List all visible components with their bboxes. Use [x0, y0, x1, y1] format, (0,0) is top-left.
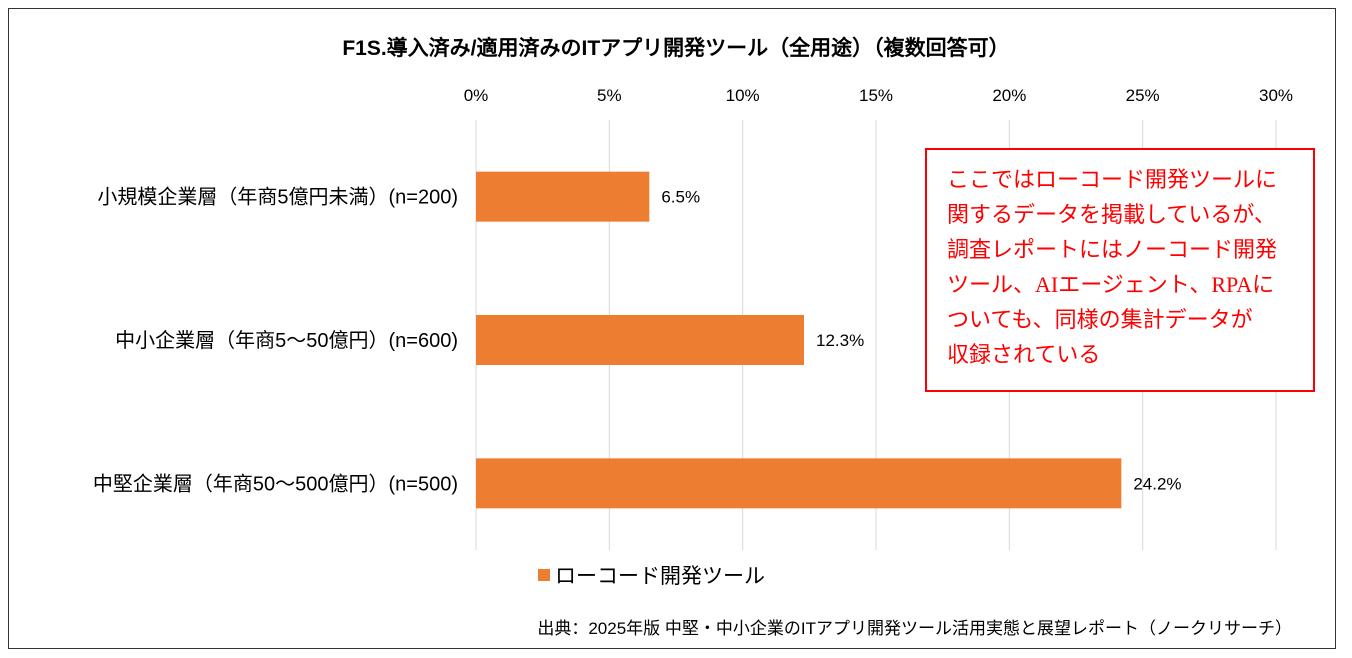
annotation-line: ツール、AIエージェント、RPAに	[947, 272, 1275, 297]
annotation-line: 関するデータを掲載しているが、	[947, 202, 1276, 227]
data-label: 24.2%	[1133, 474, 1181, 493]
x-tick-label: 30%	[1259, 86, 1293, 105]
chart-title: F1S.導入済み/適用済みのITアプリ開発ツール（全用途）（複数回答可）	[342, 37, 1010, 60]
x-tick-label: 25%	[1126, 86, 1160, 105]
x-tick-label: 10%	[726, 86, 760, 105]
annotation-line: 収録されている	[947, 342, 1101, 367]
x-tick-label: 15%	[859, 86, 893, 105]
category-label: 中堅企業層（年商50〜500億円）(n=500)	[93, 472, 458, 495]
annotation-box: ここではローコード開発ツールに 関するデータを掲載しているが、 調査レポートにはノー…	[925, 148, 1315, 392]
category-label: 小規模企業層（年商5億円未満）(n=200)	[97, 186, 458, 209]
x-tick-label: 5%	[597, 86, 622, 105]
annotation-line: ここではローコード開発ツールに	[947, 167, 1278, 192]
data-label: 6.5%	[661, 188, 700, 207]
data-label: 12.3%	[816, 331, 864, 350]
bar	[476, 171, 650, 222]
annotation-line: 調査レポートにはノーコード開発	[947, 237, 1278, 262]
annotation-line: ついても、同様の集計データが	[947, 307, 1253, 332]
source-citation: 出典：2025年版 中堅・中小企業のITアプリ開発ツール活用実態と展望レポート（…	[537, 619, 1292, 638]
bar	[476, 458, 1122, 509]
legend-label: ローコード開発ツール	[555, 565, 765, 588]
legend: ローコード開発ツール	[538, 560, 765, 590]
x-tick-label: 20%	[992, 86, 1026, 105]
legend-swatch	[538, 569, 550, 581]
x-tick-label: 0%	[464, 86, 489, 105]
bar	[476, 315, 804, 365]
category-label: 中小企業層（年商5〜50億円）(n=600)	[115, 329, 458, 352]
chart-frame	[8, 8, 1336, 649]
